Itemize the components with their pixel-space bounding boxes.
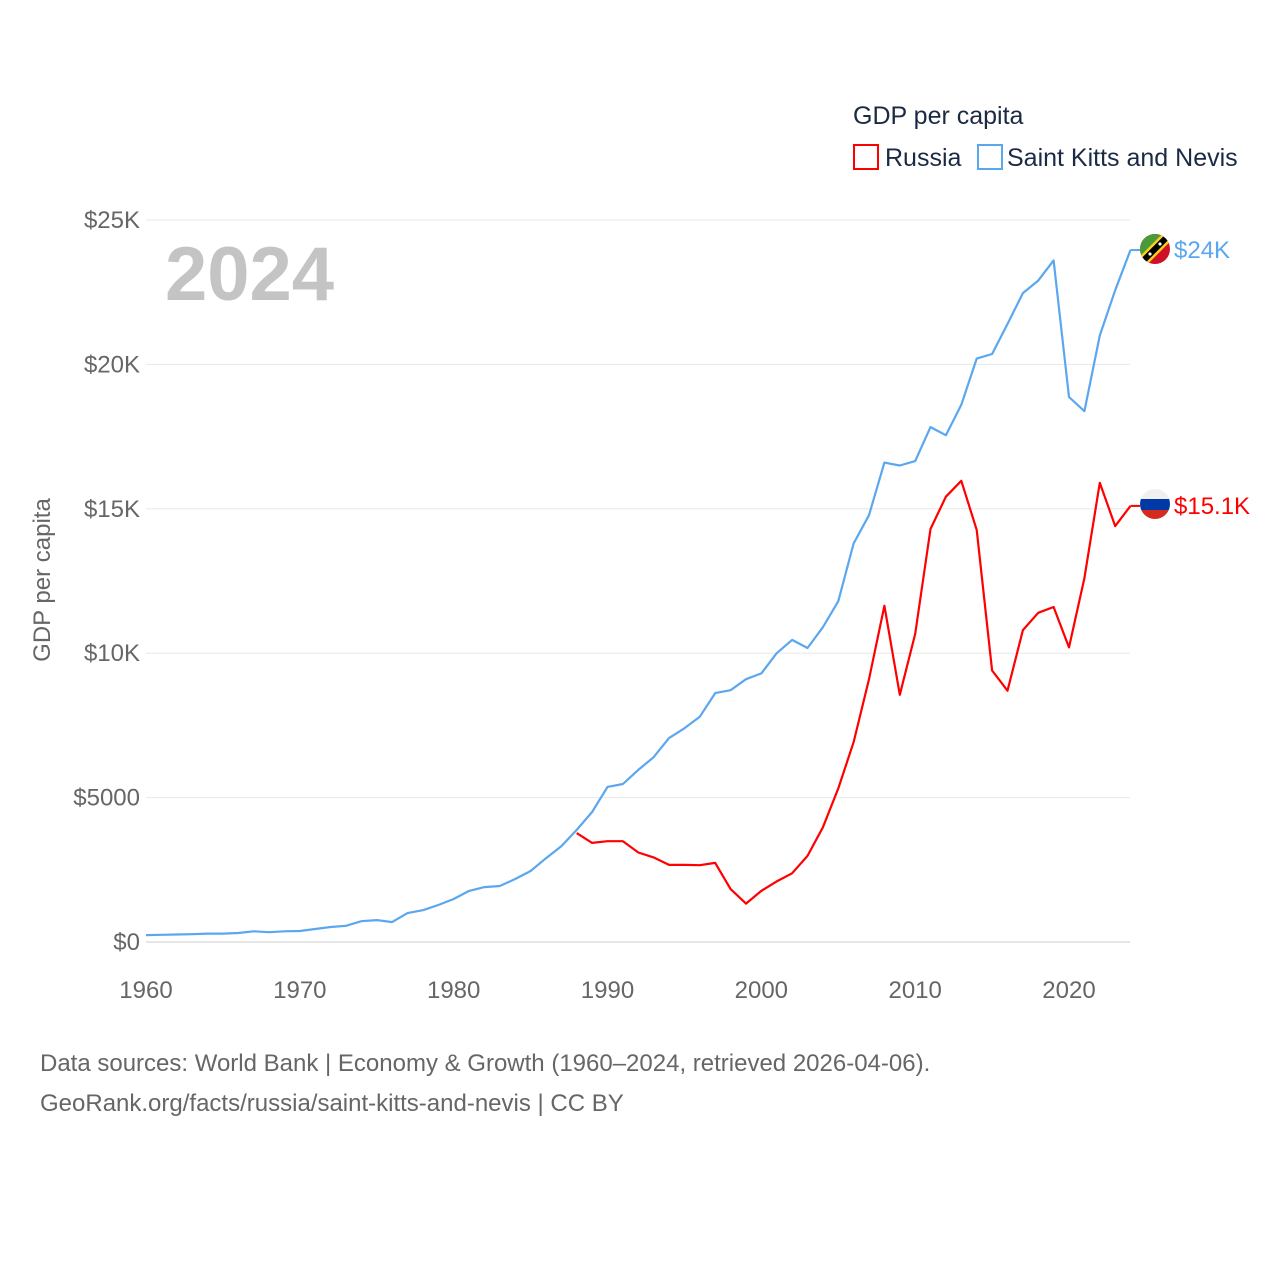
y-tick-label: $10K: [84, 640, 140, 667]
end-value-label-saint-kitts-and-nevis: $24K: [1174, 237, 1230, 264]
y-tick-label: $5000: [73, 785, 140, 812]
x-tick-label: 1970: [273, 977, 326, 1004]
legend-item-russia[interactable]: Russia: [853, 144, 962, 172]
y-tick-label: $25K: [84, 207, 140, 234]
y-tick-label: $20K: [84, 351, 140, 378]
y-axis-label: GDP per capita: [29, 498, 56, 662]
x-tick-label: 1960: [119, 977, 172, 1004]
y-tick-label: $0: [113, 929, 140, 956]
legend-title: GDP per capita: [853, 102, 1024, 130]
footer-sources: Data sources: World Bank | Economy & Gro…: [40, 1050, 931, 1077]
x-tick-label: 1980: [427, 977, 480, 1004]
legend-label-saint-kitts: Saint Kitts and Nevis: [1007, 144, 1238, 172]
legend-item-saint-kitts[interactable]: Saint Kitts and Nevis: [977, 144, 1238, 172]
legend-swatch-saint-kitts: [977, 144, 1003, 170]
y-axis: $0 $5000 $10K $15K $20K $25K: [73, 207, 140, 956]
series-line-russia[interactable]: [576, 479, 1132, 905]
footer-link[interactable]: GeoRank.org/facts/russia/saint-kitts-and…: [40, 1090, 624, 1117]
end-labels: $15.1K $24K: [1130, 237, 1250, 520]
x-tick-label: 2000: [735, 977, 788, 1004]
saint-kitts-flag-icon: [1140, 234, 1170, 264]
russia-flag-icon: [1140, 489, 1170, 519]
series-lines: [145, 249, 1132, 937]
end-value-label-russia: $15.1K: [1174, 493, 1250, 520]
series-line-saint-kitts-and-nevis[interactable]: [145, 249, 1132, 937]
x-tick-label: 2020: [1042, 977, 1095, 1004]
x-tick-label: 2010: [888, 977, 941, 1004]
legend-swatch-russia: [853, 144, 879, 170]
legend-label-russia: Russia: [885, 144, 962, 172]
grid: [146, 219, 1130, 943]
x-tick-label: 1990: [581, 977, 634, 1004]
footer: Data sources: World Bank | Economy & Gro…: [40, 1044, 930, 1124]
x-axis: 1960 1970 1980 1990 2000 2010 2020: [119, 977, 1095, 1004]
y-tick-label: $15K: [84, 496, 140, 523]
year-label: 2024: [165, 232, 334, 317]
